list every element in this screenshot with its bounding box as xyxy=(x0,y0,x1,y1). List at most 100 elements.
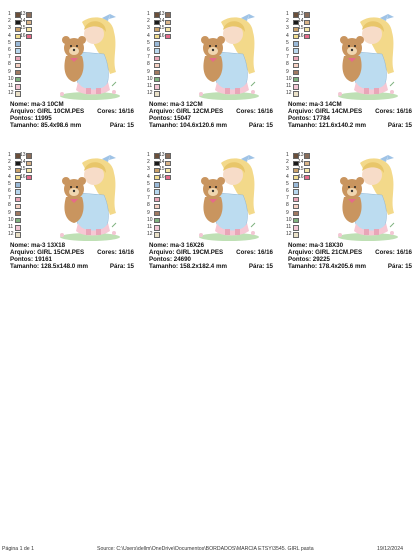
swatch-number: 8 xyxy=(8,202,11,209)
swatch-number: 15 xyxy=(159,166,165,173)
design-size-row: Tamanho: 85.4x98.6 mm Pára: 15 xyxy=(10,122,140,129)
field-label: Cores: xyxy=(236,108,256,116)
swatch-row: 12 xyxy=(145,90,175,98)
color-swatch xyxy=(304,26,310,33)
swatch-number: 13 xyxy=(159,152,165,158)
design-file: GIRL 15CM.PES xyxy=(37,249,85,257)
design-stitches: 11995 xyxy=(34,115,52,123)
swatch-number: 14 xyxy=(159,159,165,166)
design-file-row: Arquivo: GIRL 14CM.PES Cores: 16/16 xyxy=(288,108,416,115)
color-swatch xyxy=(293,84,299,90)
design-info: Nome: ma-3 12CM Arquivo: GIRL 12CM.PES Cor… xyxy=(149,101,279,129)
design-info: Nome: ma-3 16X26 Arquivo: GIRL 19CM.PES Co… xyxy=(149,242,279,270)
swatch-row: 7 xyxy=(145,195,175,203)
swatch-row: 11 xyxy=(6,83,36,91)
swatch-number: 14 xyxy=(298,18,304,25)
swatch-number: 5 xyxy=(8,180,11,187)
color-swatch xyxy=(15,174,21,181)
swatch-number: 1 xyxy=(286,11,289,17)
swatch-number: 3 xyxy=(8,166,11,173)
color-swatch xyxy=(165,160,171,166)
swatch-number: 1 xyxy=(8,152,11,158)
color-swatch xyxy=(154,77,160,83)
swatch-number: 12 xyxy=(286,90,292,97)
color-swatch xyxy=(165,19,171,25)
design-stitches-row: Pontos: 24690 xyxy=(149,256,279,263)
color-swatch xyxy=(26,12,32,18)
design-file-row: Arquivo: GIRL 12CM.PES Cores: 16/16 xyxy=(149,108,279,115)
design-info: Nome: ma-3 13X18 Arquivo: GIRL 15CM.PES Co… xyxy=(10,242,140,270)
color-swatch-list: 1 13 2 14 3 15 4 16 5 6 7 8 9 10 11 12 xyxy=(6,152,36,239)
design-card: 1 13 2 14 3 15 4 16 5 6 7 8 9 10 11 12 Nome: ma-3 16X26… xyxy=(145,145,281,270)
swatch-row: 1 13 xyxy=(284,152,314,160)
color-swatch xyxy=(154,167,160,174)
swatch-row: 6 xyxy=(145,188,175,196)
swatch-row: 1 13 xyxy=(284,11,314,19)
swatch-row: 9 xyxy=(6,69,36,77)
color-swatch xyxy=(293,33,299,40)
design-file-row: Arquivo: GIRL 19CM.PES Cores: 16/16 xyxy=(149,249,279,256)
swatch-number: 12 xyxy=(8,231,14,238)
color-swatch xyxy=(293,69,299,76)
embroidery-preview-image xyxy=(330,12,406,102)
color-count-field: Cores: 16/16 xyxy=(236,108,273,115)
swatch-row: 7 xyxy=(6,54,36,62)
print-date: 19/12/2024 xyxy=(377,546,403,552)
swatch-number: 7 xyxy=(147,54,150,61)
color-swatch xyxy=(26,160,32,166)
design-name-row: Nome: ma-3 12CM xyxy=(149,101,279,108)
swatch-number: 5 xyxy=(286,39,289,46)
swatch-number: 8 xyxy=(286,61,289,68)
field-label: Pára: xyxy=(248,263,265,271)
color-count: 16/16 xyxy=(396,249,412,257)
design-card: 1 13 2 14 3 15 4 16 5 6 7 8 9 10 11 12 Nome: ma-3 18X30… xyxy=(284,145,416,270)
field-label: Nome: xyxy=(149,242,169,249)
page-number: Página 1 de 1 xyxy=(2,546,35,552)
color-swatch xyxy=(154,69,160,76)
field-label: Tamanho: xyxy=(10,263,40,271)
swatch-row: 10 xyxy=(145,217,175,225)
swatch-number: 16 xyxy=(20,173,26,180)
swatch-row: 5 xyxy=(6,180,36,189)
swatch-row: 3 15 xyxy=(6,25,36,33)
swatch-row: 6 xyxy=(145,46,175,55)
swatch-row: 3 15 xyxy=(284,25,314,33)
embroidery-preview-image xyxy=(52,153,128,243)
swatch-number: 11 xyxy=(286,223,292,230)
color-count: 16/16 xyxy=(118,249,134,257)
color-swatch xyxy=(15,69,21,76)
design-name: ma-3 14CM xyxy=(309,101,342,108)
color-swatch xyxy=(293,26,299,33)
swatch-number: 2 xyxy=(286,159,289,166)
swatch-row: 10 xyxy=(6,217,36,225)
swatch-number: 6 xyxy=(286,46,289,53)
swatch-number: 15 xyxy=(159,25,165,32)
swatch-row: 4 16 xyxy=(284,174,314,182)
swatch-number: 11 xyxy=(147,82,153,89)
color-swatch xyxy=(26,167,32,174)
color-swatch xyxy=(154,33,160,40)
swatch-number: 7 xyxy=(286,195,289,202)
color-swatch xyxy=(293,218,299,224)
color-swatch xyxy=(293,182,299,188)
swatch-number: 9 xyxy=(147,209,150,216)
swatch-number: 2 xyxy=(8,159,11,166)
color-swatch xyxy=(304,33,310,40)
design-name: ma-3 18X30 xyxy=(309,242,344,249)
design-file-row: Arquivo: GIRL 21CM.PES Cores: 16/16 xyxy=(288,249,416,256)
color-swatch xyxy=(165,167,171,174)
swatch-number: 2 xyxy=(286,18,289,25)
swatch-number: 16 xyxy=(159,173,165,180)
color-swatch-list: 1 13 2 14 3 15 4 16 5 6 7 8 9 10 11 12 xyxy=(145,152,175,239)
source-path: Source: C:\Users\dellm\OneDrive\Document… xyxy=(97,546,314,552)
swatch-number: 3 xyxy=(147,25,150,32)
swatch-row: 10 xyxy=(145,76,175,84)
swatch-row: 4 16 xyxy=(284,33,314,41)
color-swatch xyxy=(15,160,21,166)
design-file: GIRL 12CM.PES xyxy=(176,108,224,116)
swatch-number: 6 xyxy=(147,46,150,53)
swatch-row: 2 14 xyxy=(145,159,175,167)
field-label: Cores: xyxy=(375,108,395,116)
design-stitches: 17784 xyxy=(312,115,330,123)
field-label: Nome: xyxy=(10,101,30,108)
